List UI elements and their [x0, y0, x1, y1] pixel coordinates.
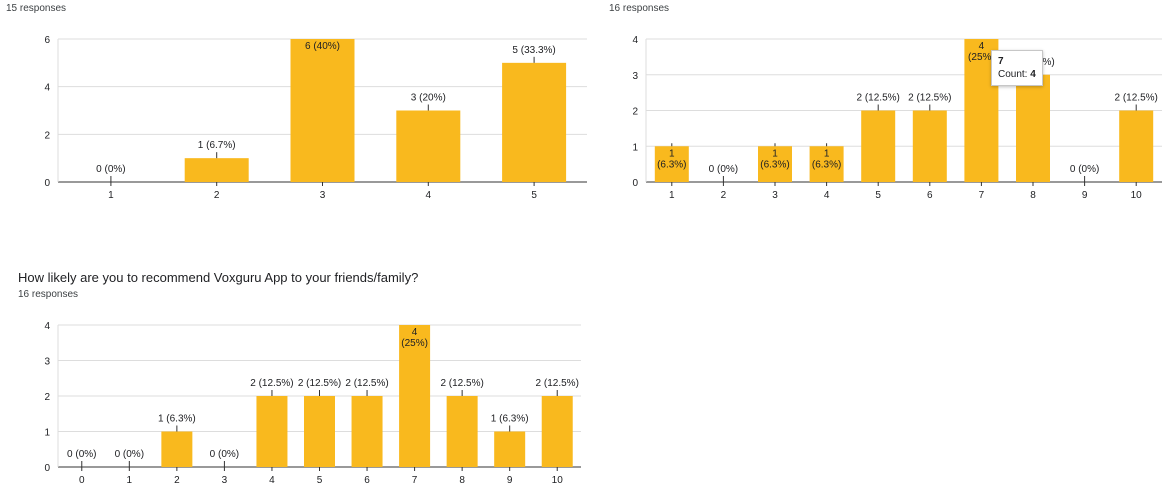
tooltip-count: Count: 4 [998, 68, 1036, 81]
y-tick-label: 6 [44, 35, 50, 46]
x-tick-label: 8 [459, 475, 465, 486]
x-tick-label: 7 [412, 475, 418, 486]
data-label: 3 (20%) [411, 93, 446, 104]
x-tick-label: 1 [108, 190, 114, 201]
x-tick-label: 8 [1030, 190, 1036, 201]
data-label: 2 (12.5%) [908, 93, 951, 104]
x-tick-label: 6 [364, 475, 370, 486]
bar[interactable] [290, 39, 355, 182]
bar[interactable] [396, 110, 461, 183]
data-label: 0 (0%) [709, 164, 738, 175]
bar[interactable] [541, 396, 573, 467]
bar-chart-3: 0 1 2 3 4 0 0 (0%) 1 0 (0%) 2 1 (6.3%) 3 0 (0%) 4 2 (1… [44, 321, 581, 486]
x-tick-label: 7 [979, 190, 985, 201]
x-tick-label: 3 [222, 475, 228, 486]
bar[interactable] [809, 146, 844, 182]
y-tick-label: 2 [44, 130, 50, 141]
x-tick-label: 10 [552, 475, 564, 486]
data-label: 6 (40%) [305, 41, 340, 52]
bar[interactable] [861, 110, 896, 183]
x-tick-label: 9 [1082, 190, 1088, 201]
y-tick-label: 3 [632, 71, 638, 82]
x-tick-label: 9 [507, 475, 513, 486]
x-tick-label: 1 [669, 190, 675, 201]
data-label: 1 (6.7%) [198, 140, 236, 151]
x-tick-label: 3 [320, 190, 326, 201]
bar-tooltip: 7 Count: 4 [991, 50, 1043, 86]
data-label: 0 (0%) [115, 449, 144, 460]
x-tick-label: 10 [1131, 190, 1143, 201]
bar[interactable] [351, 396, 383, 467]
bar[interactable] [256, 396, 288, 467]
bar[interactable] [399, 325, 431, 467]
data-label: 2 (12.5%) [857, 93, 900, 104]
x-tick-label: 2 [721, 190, 727, 201]
data-label: 0 (0%) [1070, 164, 1099, 175]
bar[interactable] [502, 62, 567, 183]
tooltip-title: 7 [998, 56, 1004, 67]
x-tick-label: 4 [269, 475, 275, 486]
data-label: 2 (12.5%) [1115, 93, 1158, 104]
data-label: 1 (6.3%) [491, 414, 529, 425]
bar[interactable] [758, 146, 792, 182]
bar[interactable] [1119, 110, 1154, 183]
y-tick-label: 2 [632, 107, 638, 118]
data-label: 2 (12.5%) [345, 378, 388, 389]
y-tick-label: 4 [44, 83, 50, 94]
y-tick-label: 1 [632, 142, 638, 153]
x-tick-label: 2 [214, 190, 220, 201]
data-label: 1 (6.3%) [657, 148, 686, 170]
bar[interactable] [446, 396, 478, 467]
x-tick-label: 5 [531, 190, 537, 201]
x-tick-label: 5 [317, 475, 323, 486]
y-tick-label: 3 [44, 357, 50, 368]
bar[interactable] [494, 431, 526, 468]
responses-count-3: 16 responses [18, 289, 79, 300]
data-label: 2 (12.5%) [440, 378, 483, 389]
y-tick-label: 0 [44, 178, 50, 189]
bar[interactable] [1016, 74, 1050, 182]
data-label: 0 (0%) [67, 449, 96, 460]
bar[interactable] [654, 146, 689, 182]
data-label: 2 (12.5%) [536, 378, 579, 389]
y-tick-label: 4 [44, 321, 50, 332]
x-tick-label: 4 [426, 190, 432, 201]
tooltip-count-value: 4 [1030, 69, 1036, 80]
x-tick-label: 0 [79, 475, 85, 486]
y-tick-label: 2 [44, 392, 50, 403]
data-label: 4 (25%) [401, 327, 428, 349]
data-label: 1 (6.3%) [158, 414, 196, 425]
x-tick-label: 1 [127, 475, 133, 486]
x-tick-label: 5 [875, 190, 881, 201]
bar[interactable] [304, 396, 335, 467]
responses-count-1: 15 responses [6, 3, 67, 14]
y-tick-label: 0 [632, 178, 638, 189]
data-label: 5 (33.3%) [512, 45, 555, 56]
bar[interactable] [184, 158, 249, 182]
x-tick-label: 4 [824, 190, 830, 201]
data-label: 1 (6.3%) [812, 148, 841, 170]
y-tick-label: 1 [44, 428, 50, 439]
y-tick-label: 4 [632, 35, 638, 46]
x-tick-label: 3 [772, 190, 778, 201]
data-label: 4 (25%) [968, 41, 995, 63]
bar-chart-1: 0 2 4 6 1 0 (0%) 2 1 (6.7%) 3 6 (40%) 4 3 (20%) 5 5 (… [44, 35, 587, 201]
x-tick-label: 6 [927, 190, 933, 201]
data-label: 2 (12.5%) [298, 378, 341, 389]
tooltip-count-label: Count: [998, 69, 1028, 80]
bar-chart-2: 0 1 2 3 4 1 1 (6.3%) 2 0 (0%) 3 1 (6.3%) 4 1 (6.3%) 5 2 (… [632, 35, 1162, 201]
data-label: 1 (6.3%) [760, 148, 789, 170]
y-tick-label: 0 [44, 463, 50, 474]
x-tick-label: 2 [174, 475, 180, 486]
data-label: 0 (0%) [96, 164, 125, 175]
bar[interactable] [161, 431, 193, 468]
responses-count-2: 16 responses [609, 3, 670, 14]
data-label: 0 (0%) [210, 449, 239, 460]
data-label: 2 (12.5%) [250, 378, 293, 389]
bar[interactable] [912, 110, 947, 183]
question-title: How likely are you to recommend Voxguru … [18, 270, 419, 285]
